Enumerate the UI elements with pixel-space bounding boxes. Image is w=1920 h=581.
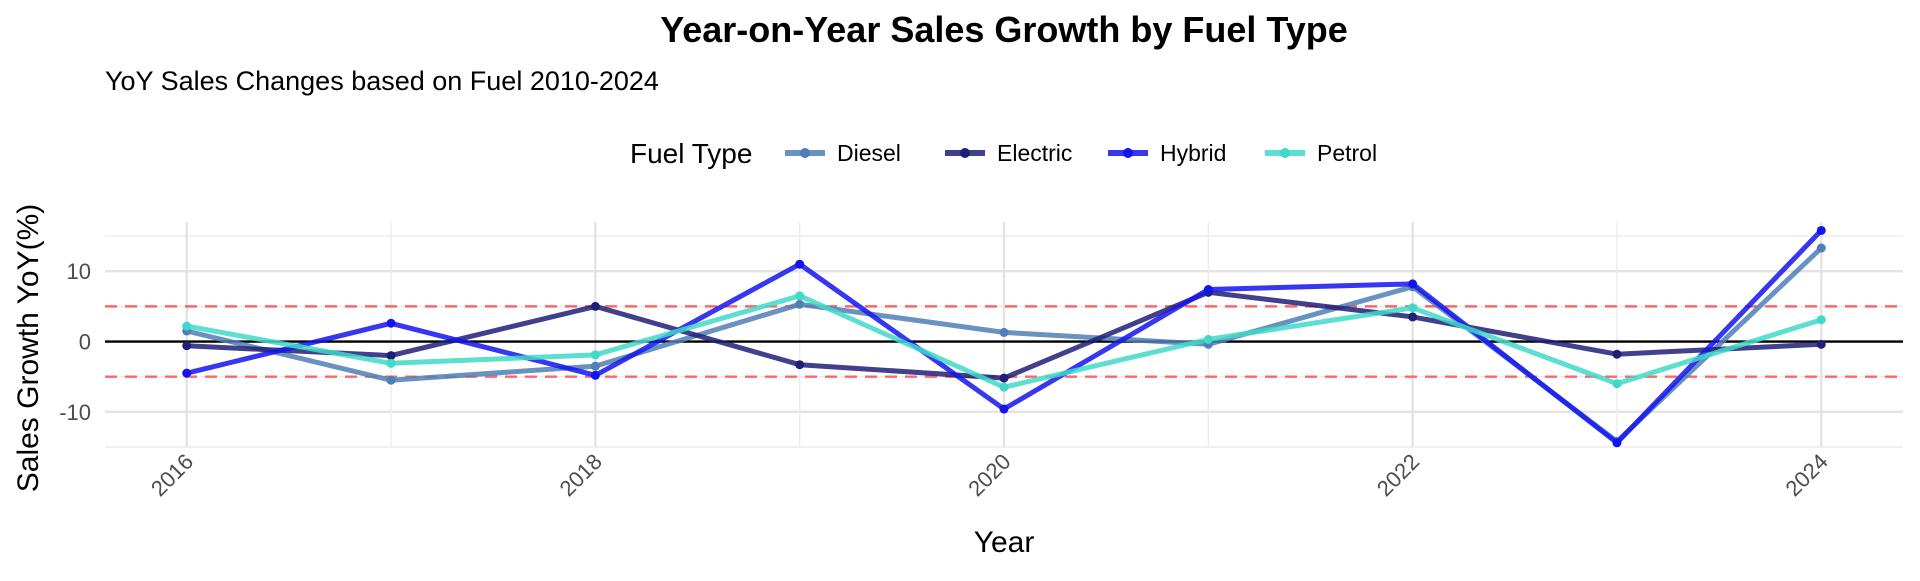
data-point-petrol — [182, 321, 192, 331]
data-point-hybrid — [590, 370, 600, 380]
x-tick-label: 2020 — [963, 449, 1015, 501]
data-point-petrol — [999, 382, 1009, 392]
data-point-hybrid — [386, 318, 396, 328]
legend-marker-petrol — [1280, 148, 1290, 158]
data-point-electric — [590, 301, 600, 311]
x-axis-label: Year — [974, 526, 1035, 559]
x-tick-label: 2018 — [555, 449, 607, 501]
chart-subtitle: YoY Sales Changes based on Fuel 2010-202… — [105, 66, 659, 96]
x-tick-label: 2024 — [1781, 449, 1833, 501]
data-point-hybrid — [1203, 285, 1213, 294]
data-point-petrol — [1816, 315, 1826, 325]
series-layer — [182, 225, 1826, 448]
data-point-hybrid — [795, 259, 805, 269]
legend-marker-electric — [960, 148, 970, 158]
data-point-electric — [795, 360, 805, 370]
data-point-diesel — [999, 327, 1009, 337]
data-point-hybrid — [999, 404, 1009, 414]
axes: 10 0 -10 2016 2018 2020 2022 2024 — [59, 259, 1833, 501]
legend-label-electric: Electric — [997, 140, 1072, 166]
data-point-petrol — [386, 358, 396, 368]
legend: Fuel Type Diesel Electric Hybrid Petrol — [630, 138, 1377, 169]
data-point-electric — [1612, 349, 1622, 359]
legend-marker-diesel — [800, 148, 810, 158]
x-tick-label: 2016 — [146, 449, 198, 501]
data-point-diesel — [1816, 243, 1826, 253]
data-point-petrol — [1612, 379, 1622, 389]
data-point-electric — [1408, 312, 1418, 322]
data-point-diesel — [795, 299, 805, 309]
reference-lines — [105, 305, 1903, 378]
y-tick-label: 10 — [67, 259, 91, 284]
y-tick-label: 0 — [79, 330, 91, 355]
data-point-petrol — [795, 291, 805, 301]
data-point-hybrid — [1408, 279, 1418, 289]
chart-title: Year-on-Year Sales Growth by Fuel Type — [660, 9, 1348, 50]
data-point-hybrid — [1816, 225, 1826, 235]
y-tick-label: -10 — [59, 400, 91, 425]
legend-marker-hybrid — [1123, 148, 1133, 158]
data-point-hybrid — [182, 368, 192, 378]
data-point-electric — [182, 341, 192, 351]
data-point-hybrid — [1612, 438, 1622, 448]
data-point-petrol — [1203, 334, 1213, 344]
legend-title: Fuel Type — [630, 138, 752, 169]
data-point-electric — [999, 373, 1009, 383]
data-point-diesel — [590, 361, 600, 371]
legend-label-hybrid: Hybrid — [1160, 140, 1226, 166]
data-point-electric — [386, 351, 396, 361]
data-point-diesel — [386, 375, 396, 385]
data-point-electric — [1816, 339, 1826, 349]
x-tick-label: 2022 — [1372, 449, 1424, 501]
data-point-petrol — [1408, 303, 1418, 313]
legend-label-diesel: Diesel — [837, 140, 901, 166]
data-point-petrol — [590, 350, 600, 360]
legend-label-petrol: Petrol — [1317, 140, 1377, 166]
y-axis-label: Sales Growth YoY(%) — [12, 204, 45, 492]
